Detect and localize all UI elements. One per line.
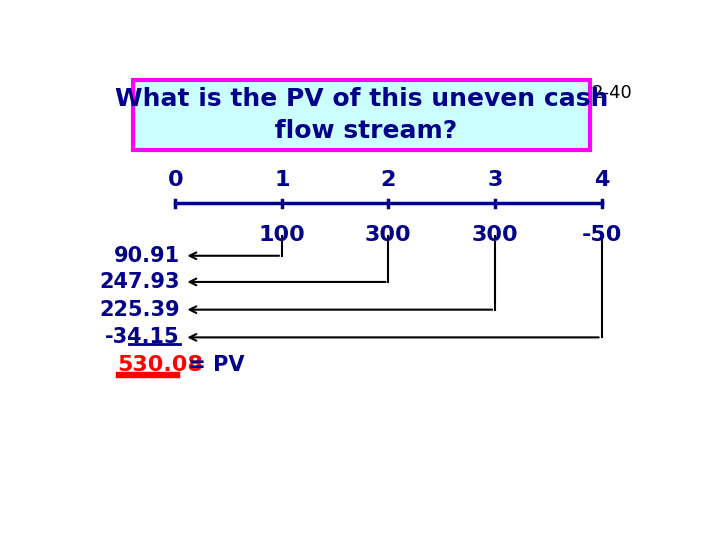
FancyBboxPatch shape	[132, 80, 590, 150]
Text: 300: 300	[472, 225, 518, 245]
Text: 4: 4	[594, 170, 609, 190]
Text: -50: -50	[581, 225, 621, 245]
Text: 225.39: 225.39	[99, 300, 180, 320]
Text: 2: 2	[381, 170, 396, 190]
Text: 300: 300	[365, 225, 412, 245]
Text: -34.15: -34.15	[105, 327, 180, 347]
Text: 0: 0	[168, 170, 183, 190]
Text: 100: 100	[258, 225, 305, 245]
Text: 530.08: 530.08	[117, 355, 203, 375]
Text: 3: 3	[487, 170, 503, 190]
Text: What is the PV of this uneven cash
 flow stream?: What is the PV of this uneven cash flow …	[114, 87, 608, 143]
Text: 2-40: 2-40	[592, 84, 632, 102]
Text: 247.93: 247.93	[99, 272, 180, 292]
Text: 90.91: 90.91	[114, 246, 180, 266]
Text: = PV: = PV	[181, 355, 244, 375]
Text: 1: 1	[274, 170, 289, 190]
